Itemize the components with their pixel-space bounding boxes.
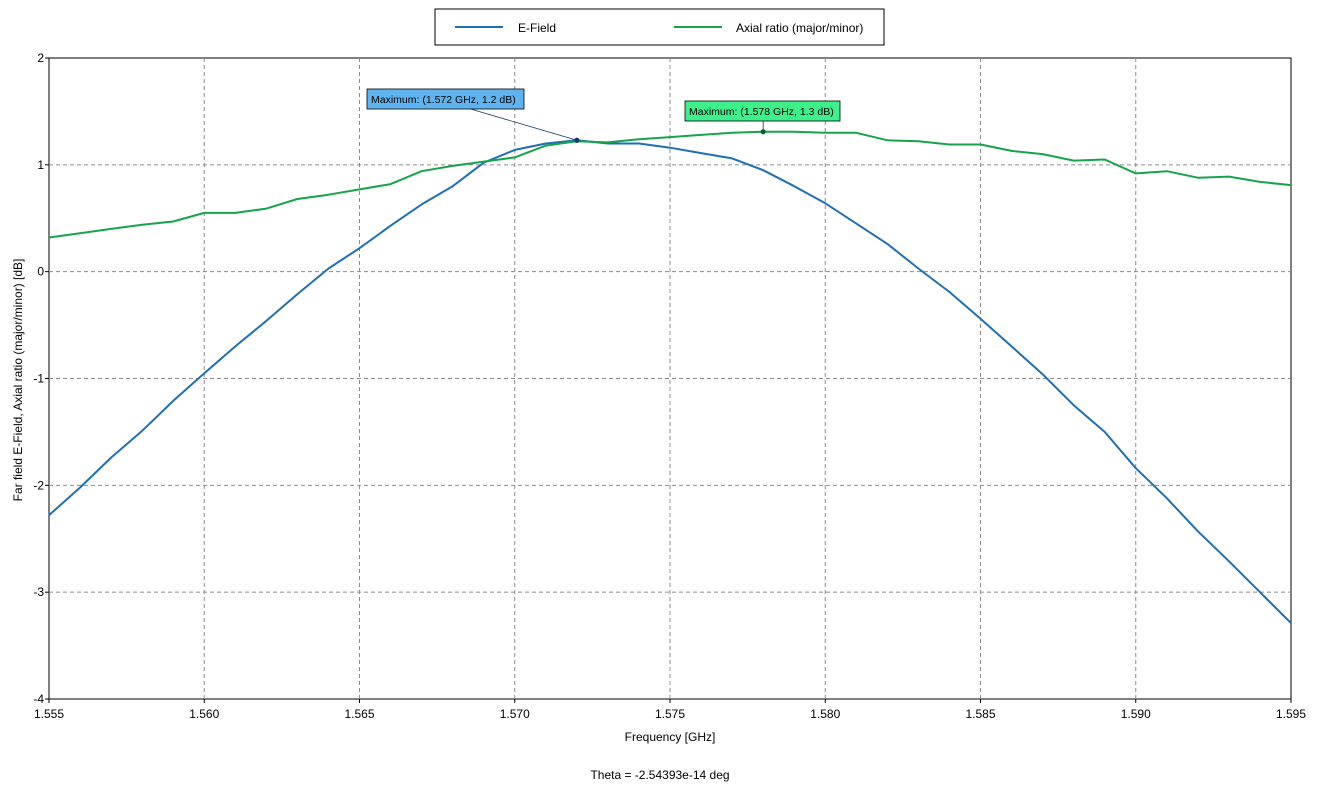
- x-axis-ticks: 1.555 1.560 1.565 1.570 1.575 1.580 1.585 1.590…: [34, 699, 1306, 721]
- annotation-box: [684, 100, 841, 122]
- annotation-label: Maximum: (1.572 GHz, 1.2 dB): [371, 94, 516, 106]
- legend-label-efield: E-Field: [518, 21, 556, 35]
- y-tick-label: -4: [33, 692, 44, 706]
- x-tick-label: 1.580: [810, 707, 840, 721]
- annotation-leader: [470, 108, 577, 141]
- x-tick-label: 1.555: [34, 707, 64, 721]
- y-tick-label: 1: [37, 158, 44, 172]
- y-tick-label: -2: [33, 478, 44, 492]
- x-tick-label: 1.565: [344, 707, 374, 721]
- y-tick-label: 2: [37, 51, 44, 65]
- annotation-layer: Maximum: (1.572 GHz, 1.2 dB) Maximum: (1.…: [366, 88, 841, 143]
- x-tick-label: 1.560: [189, 707, 219, 721]
- legend-box: [434, 8, 885, 46]
- x-tick-label: 1.585: [965, 707, 995, 721]
- y-tick-label: 0: [37, 265, 44, 279]
- x-tick-label: 1.570: [500, 707, 530, 721]
- maximum-marker: [760, 129, 766, 135]
- x-tick-label: 1.575: [655, 707, 685, 721]
- annotation-box: [366, 88, 525, 110]
- series-layer: [48, 130, 1292, 624]
- grid: [49, 58, 1291, 699]
- y-axis-ticks: 2 1 0 -1 -2 -3 -4: [33, 51, 49, 706]
- annotation-label: Maximum: (1.578 GHz, 1.3 dB): [689, 106, 834, 118]
- y-tick-label: -1: [33, 372, 44, 386]
- x-tick-label: 1.595: [1276, 707, 1306, 721]
- legend-label-axial-ratio: Axial ratio (major/minor): [736, 21, 863, 35]
- x-tick-label: 1.590: [1121, 707, 1151, 721]
- plot-area: Maximum: (1.572 GHz, 1.2 dB) Maximum: (1.…: [48, 57, 1292, 700]
- y-tick-label: -3: [33, 585, 44, 599]
- maximum-marker: [574, 137, 580, 143]
- series-line-axial-ratio: [48, 130, 1292, 239]
- x-axis-label: Frequency [GHz]: [625, 730, 716, 744]
- plot-frame: [48, 57, 1292, 700]
- series-line-efield: [48, 139, 1292, 624]
- y-axis-label: Far field E-Field, Axial ratio (major/mi…: [11, 259, 25, 502]
- footer-theta: Theta = -2.54393e-14 deg: [590, 768, 729, 782]
- legend: E-Field Axial ratio (major/minor): [434, 8, 885, 46]
